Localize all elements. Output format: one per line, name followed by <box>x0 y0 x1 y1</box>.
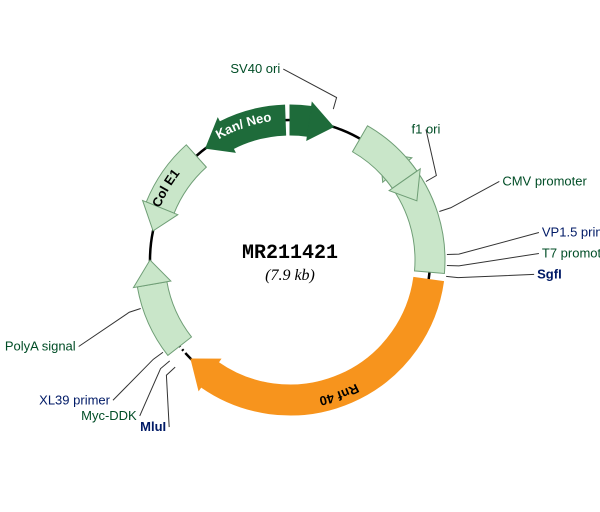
callout-line-sv40_lab <box>283 69 336 109</box>
callout-label-mlui: MluI <box>140 419 166 434</box>
callout-line-cmv_lab <box>439 181 499 211</box>
callout-line-f1ori_lab <box>426 130 436 182</box>
callout-label-t7: T7 promoter <box>542 245 600 260</box>
callout-label-cmv_lab: CMV promoter <box>502 173 587 188</box>
plasmid-size: (7.9 kb) <box>265 267 315 284</box>
plasmid-map: Rnf 40Col E1Kan/ NeoCMV promoterVP1.5 pr… <box>0 0 600 512</box>
callout-line-vp15 <box>447 233 539 255</box>
callout-line-mlui <box>166 367 175 427</box>
callout-label-sv40_lab: SV40 ori <box>230 61 280 76</box>
callout-label-vp15: VP1.5 primer <box>542 225 600 240</box>
plasmid-name: MR211421 <box>242 242 338 265</box>
callout-label-xl39: XL39 primer <box>39 392 110 407</box>
callout-line-t7 <box>447 253 539 265</box>
callout-line-sgfi <box>446 274 534 277</box>
callout-line-polya_lab <box>79 309 141 347</box>
feature-arc-polya <box>137 282 191 356</box>
callout-label-sgfi: SgfI <box>537 266 562 281</box>
callout-label-mycddk: Myc-DDK <box>81 408 137 423</box>
callout-line-xl39 <box>113 352 163 400</box>
callout-label-polya_lab: PolyA signal <box>5 339 76 354</box>
callout-label-f1ori_lab: f1 ori <box>412 122 441 137</box>
